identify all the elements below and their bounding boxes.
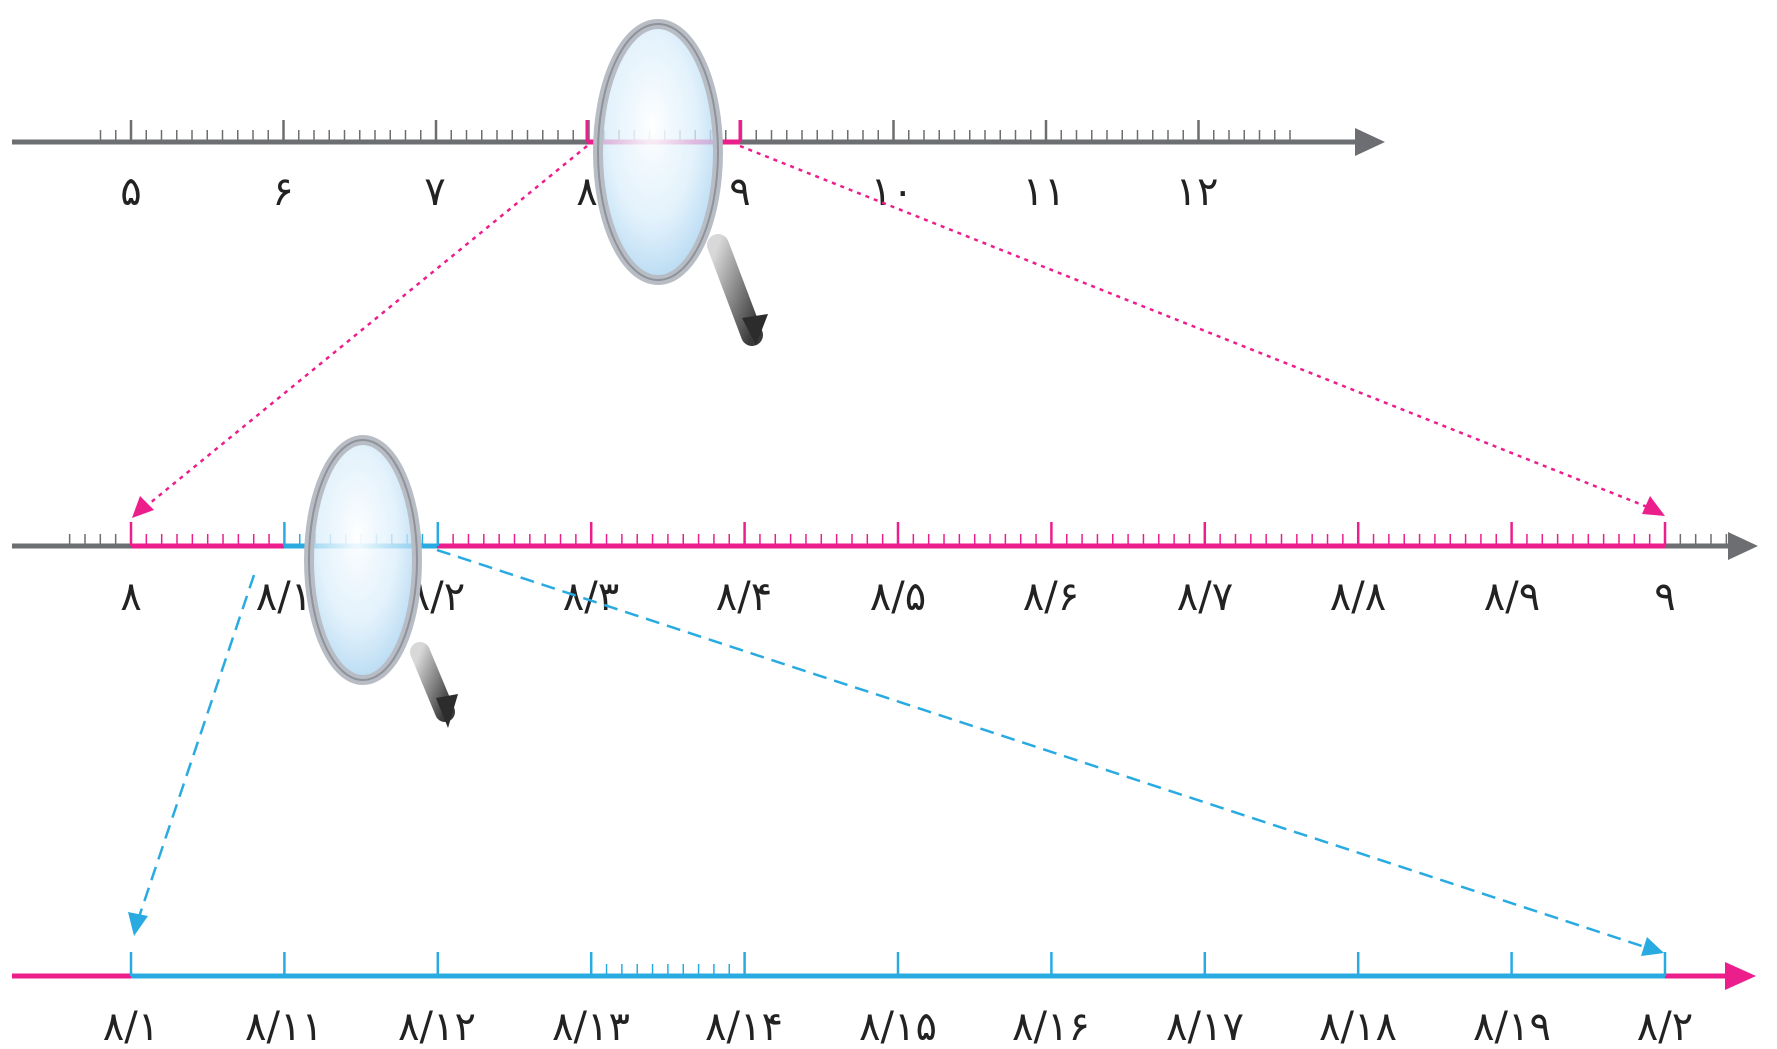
- tick-label: ۸/۱۲: [398, 1004, 476, 1049]
- tick-label: ۸/۱۱: [245, 1004, 323, 1049]
- tick-label: ۶: [272, 169, 293, 215]
- zoom-arrow-left: [136, 574, 256, 921]
- tick-label: ۱۲: [1176, 169, 1219, 215]
- tick-label: ۸/۱۸: [1319, 1004, 1397, 1049]
- axis-arrowhead: [1725, 962, 1756, 990]
- magnifier-icon: [593, 19, 768, 346]
- zoom-arrows-cyan: [128, 548, 1664, 956]
- tick-label: ۸/۲: [1637, 1004, 1693, 1049]
- axis-arrowhead: [1728, 532, 1758, 560]
- tick-label: ۹: [1654, 574, 1675, 620]
- tick-label: ۸/۵: [870, 574, 926, 620]
- axis-arrowhead: [1355, 128, 1385, 156]
- tick-label: ۸/۶: [1023, 574, 1079, 620]
- tick-label: ۸/۷: [1177, 574, 1233, 620]
- tick-label: ۸/۱۳: [552, 1004, 630, 1049]
- tick-label: ۸/۸: [1330, 574, 1386, 620]
- tick-label: ۱۰: [871, 169, 914, 215]
- tick-label: ۸/۱: [103, 1004, 159, 1049]
- tick-label: ۸/۳: [563, 574, 619, 620]
- number-line-hundredths: ۸/۱ ۸/۱۱ ۸/۱۲ ۸/۱۳ ۸/۱۴ ۸/۱۵ ۸/۱۶ ۸/۱۷ ۸…: [12, 952, 1756, 1049]
- tick-label: ۵: [120, 169, 141, 215]
- tick-label: ۸/۴: [716, 574, 772, 620]
- tick-label: ۸/۱۴: [705, 1004, 783, 1049]
- tick-label: ۷: [424, 169, 445, 215]
- arrowhead: [1641, 937, 1664, 956]
- tick-label: ۱۱: [1023, 169, 1066, 215]
- tick-label: ۸/۱۵: [859, 1004, 937, 1049]
- tick-label: ۸: [576, 169, 597, 215]
- tick-labels: ۸ ۸/۱ ۸/۲ ۸/۳ ۸/۴ ۸/۵ ۸/۶ ۸/۷ ۸/۸ ۸/۹ ۹: [120, 574, 1675, 620]
- arrowhead: [1642, 496, 1665, 516]
- arrowhead: [128, 912, 148, 936]
- magnifier-icon: [304, 435, 458, 728]
- tick-label: ۹: [729, 169, 750, 215]
- tick-labels: ۵ ۶ ۷ ۸ ۹ ۱۰ ۱۱ ۱۲: [120, 169, 1218, 215]
- tick-label: ۸/۹: [1484, 574, 1540, 620]
- tick-marks: [129, 952, 1667, 976]
- zoom-arrows-magenta: [132, 144, 1665, 518]
- tick-labels: ۸/۱ ۸/۱۱ ۸/۱۲ ۸/۱۳ ۸/۱۴ ۸/۱۵ ۸/۱۶ ۸/۱۷ ۸…: [103, 1004, 1693, 1049]
- zoom-arrow-right: [739, 144, 1651, 510]
- tick-marks: [68, 522, 1728, 546]
- tick-label: ۸/۱۶: [1012, 1004, 1090, 1049]
- tick-label: ۸/۱: [256, 574, 312, 620]
- tick-label: ۸: [120, 574, 141, 620]
- tick-label: ۸/۱۷: [1166, 1004, 1244, 1049]
- number-line-tenths: ۸ ۸/۱ ۸/۲ ۸/۳ ۸/۴ ۸/۵ ۸/۶ ۸/۷ ۸/۸ ۸/۹ ۹: [12, 522, 1758, 620]
- arrowhead: [132, 496, 154, 518]
- zoom-arrow-right: [436, 548, 1649, 950]
- tick-label: ۸/۱۹: [1473, 1004, 1551, 1049]
